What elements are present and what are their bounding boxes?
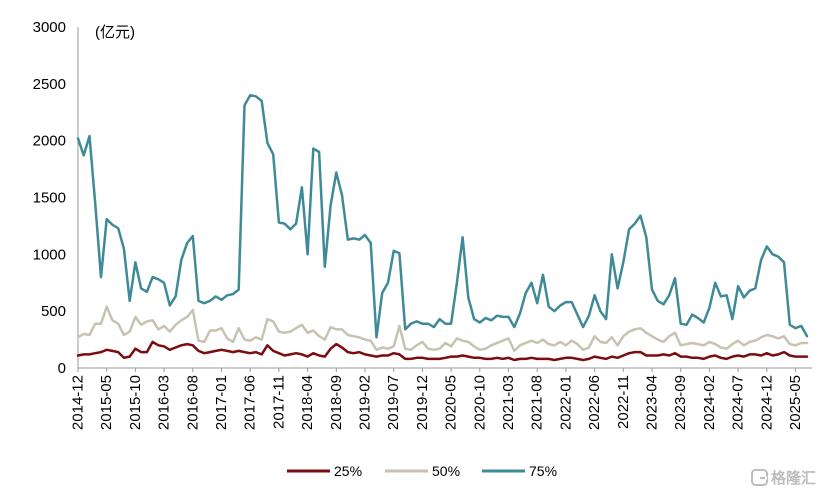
- x-tick-label: 2015-10: [127, 375, 144, 430]
- y-tick-label: 1500: [33, 190, 66, 207]
- x-tick-label: 2024-07: [730, 375, 747, 430]
- series-line-25pct: [76, 340, 809, 362]
- y-tick-label: 500: [41, 303, 66, 320]
- x-tick-label: 2025-05: [787, 375, 804, 430]
- legend-label-50pct: 50%: [432, 463, 460, 479]
- x-tick-label: 2017-06: [242, 375, 259, 430]
- legend-label-75pct: 75%: [529, 463, 557, 479]
- legend-item-75pct: 75%: [482, 463, 557, 479]
- x-tick-label: 2024-02: [701, 375, 718, 430]
- x-tick-label: 2018-04: [299, 375, 316, 430]
- axes: [77, 27, 812, 369]
- x-tick-labels: 2014-12 2015-05 2015-10 2016-03 2016-08 2017-…: [70, 368, 804, 430]
- x-tick-label: 2021-08: [529, 375, 546, 430]
- x-tick-label: 2022-01: [557, 375, 574, 430]
- y-tick-label: 2500: [33, 76, 66, 93]
- x-tick-label: 2020-10: [471, 375, 488, 430]
- series-line-50pct: [76, 305, 809, 353]
- x-tick-label: 2024-12: [758, 375, 775, 430]
- x-tick-label: 2022-11: [615, 375, 632, 429]
- x-tick-label: 2023-09: [672, 375, 689, 430]
- watermark-text: 格隆汇: [771, 469, 816, 487]
- x-tick-label: 2022-06: [586, 375, 603, 430]
- watermark: 格隆汇: [751, 469, 816, 487]
- legend-label-25pct: 25%: [334, 463, 362, 479]
- x-tick-label: 2018-09: [328, 375, 345, 430]
- y-tick-label: 0: [58, 360, 66, 377]
- gelonghui-logo-icon: [751, 469, 768, 486]
- x-tick-label: 2017-11: [270, 375, 287, 429]
- y-unit-label: (亿元): [95, 24, 135, 41]
- x-tick-label: 2021-03: [500, 375, 517, 430]
- x-tick-label: 2017-01: [213, 375, 230, 430]
- x-tick-label: 2019-02: [357, 375, 374, 430]
- series-lines: [76, 93, 809, 362]
- x-tick-label: 2016-03: [156, 375, 173, 430]
- legend-item-50pct: 50%: [385, 463, 460, 479]
- x-tick-label: 2016-08: [184, 375, 201, 430]
- x-tick-label: 2014-12: [70, 375, 87, 430]
- legend: 25% 50% 75%: [287, 463, 557, 479]
- y-tick-label: 3000: [33, 19, 66, 36]
- x-tick-label: 2015-05: [98, 375, 115, 430]
- x-tick-label: 2023-04: [644, 375, 661, 430]
- x-tick-label: 2020-05: [443, 375, 460, 430]
- x-tick-label: 2019-07: [385, 375, 402, 430]
- legend-item-25pct: 25%: [287, 463, 362, 479]
- x-tick-label: 2019-12: [414, 375, 431, 430]
- y-tick-labels: 0 500 1000 1500 2000 2500 3000: [33, 19, 66, 377]
- series-line-75pct: [76, 93, 809, 339]
- y-tick-label: 2000: [33, 133, 66, 150]
- y-tick-label: 1000: [33, 246, 66, 263]
